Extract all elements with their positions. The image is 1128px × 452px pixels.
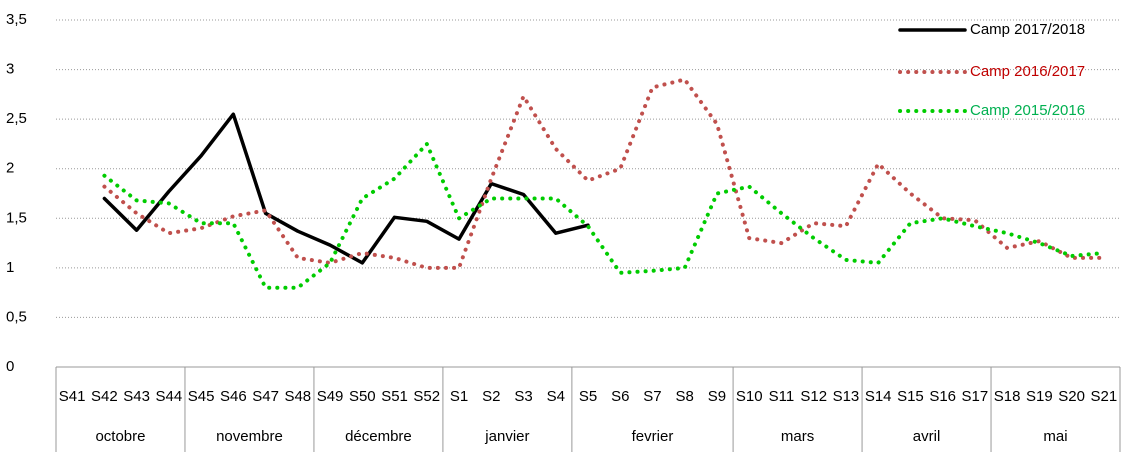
x-tick-label: S6 (611, 388, 629, 405)
x-tick-label: S4 (547, 388, 565, 405)
group-label: avril (913, 428, 941, 445)
x-tick-label: S42 (91, 388, 118, 405)
x-tick-label: S41 (59, 388, 86, 405)
x-tick-label: S2 (482, 388, 500, 405)
x-tick-label: S20 (1058, 388, 1085, 405)
x-tick-label: S52 (413, 388, 440, 405)
y-tick-label: 2,5 (6, 110, 27, 127)
series-line (102, 112, 590, 265)
x-tick-label: S3 (514, 388, 532, 405)
x-tick-label: S9 (708, 388, 726, 405)
x-tick-label: S5 (579, 388, 597, 405)
x-tick-label: S7 (643, 388, 661, 405)
x-tick-label: S48 (284, 388, 311, 405)
x-tick-label: S50 (349, 388, 376, 405)
x-tick-label: S17 (962, 388, 989, 405)
y-tick-label: 2 (6, 160, 14, 177)
y-tick-label: 1,5 (6, 209, 27, 226)
x-tick-label: S44 (155, 388, 182, 405)
group-label: mai (1043, 428, 1067, 445)
y-tick-label: 0,5 (6, 308, 27, 325)
legend-label: Camp 2015/2016 (970, 102, 1085, 119)
x-tick-label: S11 (769, 388, 795, 405)
x-tick-label: S12 (800, 388, 827, 405)
group-label: fevrier (632, 428, 674, 445)
x-tick-label: S15 (897, 388, 924, 405)
y-tick-label: 3 (6, 61, 14, 78)
x-tick-label: S14 (865, 388, 892, 405)
x-tick-label: S46 (220, 388, 247, 405)
series-line (102, 77, 1106, 270)
x-tick-label: S16 (929, 388, 956, 405)
group-label: mars (781, 428, 814, 445)
x-tick-label: S1 (450, 388, 468, 405)
x-tick-label: S19 (1026, 388, 1053, 405)
x-tick-label: S45 (188, 388, 215, 405)
x-tick-label: S43 (123, 388, 150, 405)
series-line (102, 141, 1106, 290)
x-tick-label: S10 (736, 388, 763, 405)
x-tick-label: S51 (381, 388, 408, 405)
group-label: janvier (484, 428, 529, 445)
x-tick-label: S8 (676, 388, 694, 405)
x-tick-label: S21 (1091, 388, 1118, 405)
y-tick-label: 3,5 (6, 11, 27, 28)
x-tick-label: S47 (252, 388, 279, 405)
y-tick-label: 0 (6, 358, 14, 375)
legend-label: Camp 2016/2017 (970, 63, 1085, 80)
legend-label: Camp 2017/2018 (970, 21, 1085, 38)
group-label: décembre (345, 428, 412, 445)
x-tick-label: S18 (994, 388, 1021, 405)
group-label: octobre (95, 428, 145, 445)
group-label: novembre (216, 428, 283, 445)
x-tick-label: S49 (317, 388, 344, 405)
x-tick-label: S13 (833, 388, 860, 405)
y-tick-label: 1 (6, 259, 14, 276)
